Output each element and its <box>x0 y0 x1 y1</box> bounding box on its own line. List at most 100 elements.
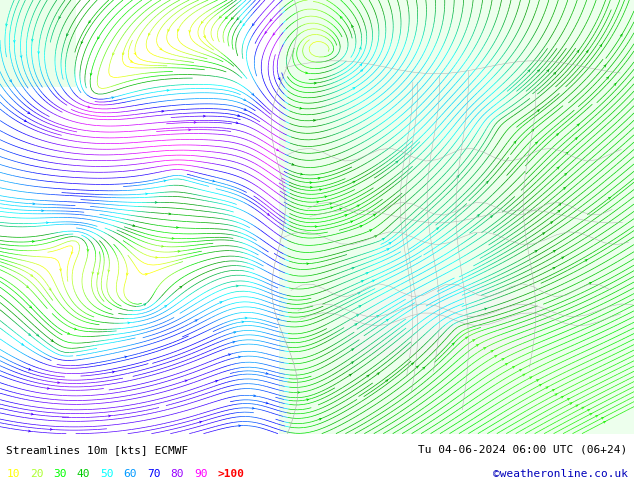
FancyArrowPatch shape <box>366 375 369 377</box>
FancyArrowPatch shape <box>242 321 244 323</box>
Text: 70: 70 <box>147 469 160 479</box>
FancyArrowPatch shape <box>620 34 622 37</box>
FancyArrowPatch shape <box>194 122 196 123</box>
FancyArrowPatch shape <box>266 372 268 374</box>
FancyArrowPatch shape <box>595 416 598 417</box>
FancyArrowPatch shape <box>31 413 33 415</box>
FancyArrowPatch shape <box>189 30 191 32</box>
FancyArrowPatch shape <box>577 124 579 126</box>
FancyArrowPatch shape <box>301 173 302 175</box>
FancyArrowPatch shape <box>457 175 459 177</box>
FancyArrowPatch shape <box>178 29 179 31</box>
FancyArrowPatch shape <box>98 37 100 39</box>
FancyArrowPatch shape <box>567 399 569 400</box>
FancyArrowPatch shape <box>569 403 572 405</box>
FancyArrowPatch shape <box>320 189 321 191</box>
FancyArrowPatch shape <box>134 52 136 54</box>
FancyArrowPatch shape <box>20 55 22 58</box>
FancyArrowPatch shape <box>386 319 388 321</box>
FancyArrowPatch shape <box>490 216 493 218</box>
FancyArrowPatch shape <box>375 236 377 237</box>
FancyArrowPatch shape <box>29 334 30 336</box>
FancyArrowPatch shape <box>553 73 555 74</box>
FancyArrowPatch shape <box>423 367 425 369</box>
Text: >100: >100 <box>217 469 245 479</box>
Text: ©weatheronline.co.uk: ©weatheronline.co.uk <box>493 469 628 479</box>
FancyArrowPatch shape <box>130 60 133 62</box>
FancyArrowPatch shape <box>32 241 34 243</box>
Bar <box>0 0 76 87</box>
FancyArrowPatch shape <box>536 380 538 382</box>
FancyArrowPatch shape <box>50 428 52 430</box>
FancyArrowPatch shape <box>292 163 294 165</box>
FancyArrowPatch shape <box>112 371 114 373</box>
FancyArrowPatch shape <box>325 196 327 198</box>
FancyArrowPatch shape <box>108 415 110 417</box>
FancyArrowPatch shape <box>58 382 60 384</box>
FancyArrowPatch shape <box>387 249 389 250</box>
FancyArrowPatch shape <box>112 53 114 55</box>
FancyArrowPatch shape <box>396 161 398 163</box>
FancyArrowPatch shape <box>172 238 174 239</box>
FancyArrowPatch shape <box>237 18 239 20</box>
FancyArrowPatch shape <box>561 257 564 259</box>
FancyArrowPatch shape <box>586 50 588 53</box>
FancyArrowPatch shape <box>581 407 584 409</box>
FancyArrowPatch shape <box>604 421 605 423</box>
FancyArrowPatch shape <box>6 24 8 26</box>
FancyArrowPatch shape <box>49 288 51 290</box>
FancyArrowPatch shape <box>265 31 267 33</box>
FancyArrowPatch shape <box>228 354 231 356</box>
FancyArrowPatch shape <box>588 409 590 411</box>
FancyArrowPatch shape <box>352 25 354 27</box>
FancyArrowPatch shape <box>359 64 362 66</box>
FancyArrowPatch shape <box>243 24 245 26</box>
FancyArrowPatch shape <box>361 70 363 72</box>
FancyArrowPatch shape <box>277 318 280 320</box>
FancyArrowPatch shape <box>604 65 606 67</box>
FancyArrowPatch shape <box>29 430 30 432</box>
FancyArrowPatch shape <box>436 228 438 230</box>
FancyArrowPatch shape <box>330 203 332 205</box>
FancyArrowPatch shape <box>416 366 418 368</box>
FancyArrowPatch shape <box>204 115 205 117</box>
FancyArrowPatch shape <box>29 368 30 370</box>
FancyArrowPatch shape <box>169 213 171 215</box>
FancyArrowPatch shape <box>553 268 555 269</box>
FancyArrowPatch shape <box>354 324 357 326</box>
FancyArrowPatch shape <box>389 243 391 245</box>
FancyArrowPatch shape <box>590 414 592 415</box>
FancyArrowPatch shape <box>48 388 49 389</box>
FancyArrowPatch shape <box>231 17 233 19</box>
FancyArrowPatch shape <box>553 250 555 252</box>
FancyArrowPatch shape <box>373 214 375 216</box>
FancyArrowPatch shape <box>550 222 552 223</box>
FancyArrowPatch shape <box>87 249 89 251</box>
FancyArrowPatch shape <box>307 263 309 265</box>
FancyArrowPatch shape <box>162 110 164 112</box>
FancyArrowPatch shape <box>600 45 602 47</box>
FancyArrowPatch shape <box>539 384 541 386</box>
FancyArrowPatch shape <box>195 320 197 322</box>
FancyArrowPatch shape <box>359 306 361 307</box>
FancyArrowPatch shape <box>575 138 577 140</box>
FancyArrowPatch shape <box>528 70 530 72</box>
FancyArrowPatch shape <box>318 177 320 179</box>
FancyArrowPatch shape <box>160 48 162 50</box>
FancyArrowPatch shape <box>88 106 90 108</box>
FancyArrowPatch shape <box>316 201 319 203</box>
FancyArrowPatch shape <box>349 374 351 376</box>
FancyArrowPatch shape <box>164 305 167 307</box>
FancyArrowPatch shape <box>465 337 467 339</box>
FancyArrowPatch shape <box>179 286 182 288</box>
FancyArrowPatch shape <box>484 308 486 310</box>
FancyArrowPatch shape <box>67 34 68 36</box>
FancyArrowPatch shape <box>133 224 135 226</box>
FancyArrowPatch shape <box>81 41 83 44</box>
FancyArrowPatch shape <box>108 270 110 272</box>
FancyArrowPatch shape <box>352 267 354 269</box>
FancyArrowPatch shape <box>614 83 616 86</box>
FancyArrowPatch shape <box>353 88 355 89</box>
FancyArrowPatch shape <box>372 280 374 282</box>
FancyArrowPatch shape <box>42 210 44 212</box>
